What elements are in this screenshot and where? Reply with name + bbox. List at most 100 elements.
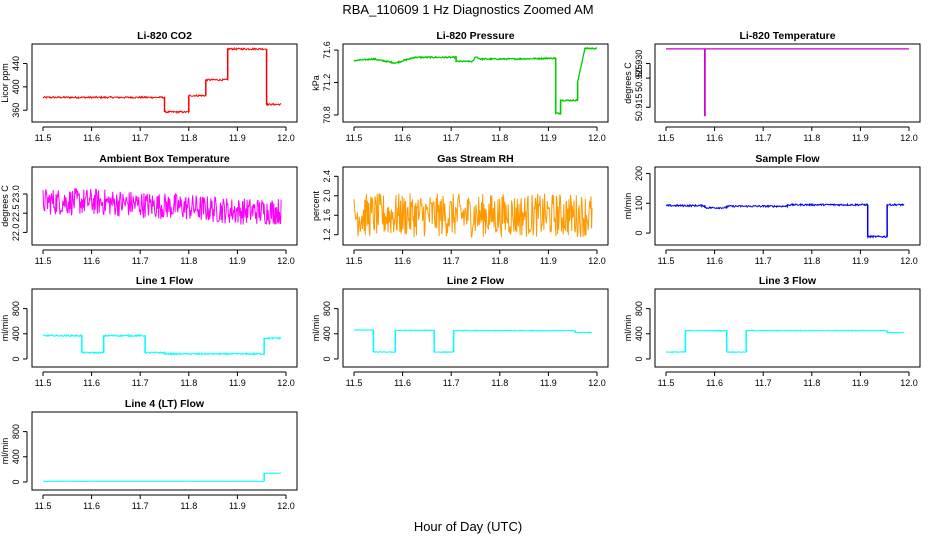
y-axis: 0 100 200 (634, 166, 651, 236)
panel-title: Line 4 (LT) Flow (125, 398, 205, 410)
x-tick-label: 11.5 (35, 256, 52, 266)
y-tick-label: 800 (322, 301, 332, 316)
x-tick-label: 11.5 (658, 378, 675, 388)
y-tick-label: 200 (634, 166, 644, 181)
y-tick-label: 70.8 (322, 106, 332, 124)
y-tick-label: 400 (11, 79, 21, 94)
y-tick-label: 71.6 (322, 41, 332, 59)
panel-frame (31, 288, 298, 368)
x-axis: 11.5 11.6 11.7 11.8 11.9 12.0 (35, 249, 295, 266)
x-tick-label: 11.8 (180, 501, 197, 511)
x-tick-label: 12.0 (900, 378, 918, 388)
panels-container: Li-820 CO2 11.5 11.6 11.7 11.8 11.9 12.0 360 400… (0, 30, 921, 511)
x-tick-label: 11.9 (852, 378, 869, 388)
y-tick-label: 400 (322, 326, 332, 341)
x-tick-label: 11.9 (540, 378, 557, 388)
x-tick-label: 11.7 (132, 133, 149, 143)
x-tick-label: 11.9 (540, 256, 557, 266)
series-line (353, 329, 593, 354)
x-tick-label: 11.7 (132, 378, 149, 388)
series-line (353, 193, 593, 239)
x-tick-label: 12.0 (277, 133, 295, 143)
x-axis: 11.5 11.6 11.7 11.8 11.9 12.0 (346, 371, 606, 388)
x-tick-label: 11.7 (132, 256, 149, 266)
panel-title: Line 2 Flow (447, 275, 505, 287)
y-axis: 1.2 1.6 2.0 2.4 (322, 170, 339, 241)
y-tick-label: 22.5 (11, 204, 21, 222)
series-line (42, 472, 282, 483)
y-tick-label: 22.0 (11, 224, 21, 242)
panel-title: Li-820 CO2 (137, 30, 192, 42)
x-tick-label: 11.9 (852, 256, 869, 266)
y-tick-label: 400 (634, 326, 644, 341)
x-tick-label: 12.0 (277, 378, 295, 388)
y-axis: 360 400 440 (11, 56, 28, 118)
y-tick-label: 440 (11, 56, 21, 71)
y-tick-label: 360 (11, 103, 21, 118)
x-tick-label: 11.6 (83, 256, 100, 266)
x-tick-label: 12.0 (588, 256, 606, 266)
y-axis-label: kPa (311, 75, 321, 91)
figure-title: RBA_110609 1 Hz Diagnostics Zoomed AM (342, 2, 593, 17)
y-axis-label: ml/min (311, 315, 321, 342)
x-tick-label: 11.9 (229, 378, 246, 388)
y-tick-label: 50.925 (634, 64, 644, 92)
panel-3: Li-820 Temperature 11.5 11.6 11.7 11.8 11.9 12… (623, 30, 921, 143)
y-axis: 0 400 800 (322, 301, 339, 361)
x-tick-label: 11.7 (755, 256, 772, 266)
y-axis-label: ml/min (623, 193, 633, 220)
figure-xlabel: Hour of Day (UTC) (414, 519, 522, 534)
y-tick-label: 1.2 (322, 228, 332, 241)
x-tick-label: 11.9 (540, 133, 557, 143)
x-tick-label: 11.7 (443, 133, 460, 143)
y-axis-label: degrees C (623, 62, 633, 104)
y-tick-label: 1.6 (322, 209, 332, 222)
series-line (42, 188, 282, 225)
y-axis-label: ml/min (0, 438, 10, 465)
x-tick-label: 11.8 (491, 256, 508, 266)
x-tick-label: 11.8 (803, 378, 820, 388)
x-tick-label: 11.9 (229, 133, 246, 143)
y-tick-label: 2.4 (322, 170, 332, 183)
panel-frame (342, 166, 609, 246)
x-tick-label: 11.6 (706, 256, 723, 266)
y-axis-label: percent (311, 190, 321, 221)
x-tick-label: 11.5 (35, 378, 52, 388)
y-tick-label: 0 (634, 356, 644, 361)
x-axis: 11.5 11.6 11.7 11.8 11.9 12.0 (35, 371, 295, 388)
y-tick-label: 50.915 (634, 94, 644, 122)
y-axis-label: ml/min (623, 315, 633, 342)
x-tick-label: 11.8 (180, 378, 197, 388)
x-tick-label: 11.9 (229, 501, 246, 511)
panel-title: Line 3 Flow (759, 275, 817, 287)
y-axis-label: ml/min (0, 315, 10, 342)
y-tick-label: 0 (11, 356, 21, 361)
panel-title: Gas Stream RH (437, 153, 513, 165)
x-tick-label: 11.8 (180, 256, 197, 266)
x-tick-label: 11.5 (35, 133, 52, 143)
x-tick-label: 11.6 (394, 133, 411, 143)
x-tick-label: 11.5 (346, 133, 363, 143)
x-tick-label: 11.7 (755, 378, 772, 388)
x-tick-label: 11.7 (132, 501, 149, 511)
y-tick-label: 0 (11, 479, 21, 484)
panel-10: Line 4 (LT) Flow 11.5 11.6 11.7 11.8 11.9 12.0… (0, 398, 298, 511)
x-tick-label: 12.0 (277, 256, 295, 266)
series-line (353, 46, 598, 115)
panel-frame (31, 43, 298, 123)
x-tick-label: 11.6 (83, 133, 100, 143)
x-tick-label: 11.7 (443, 256, 460, 266)
x-tick-label: 11.7 (443, 378, 460, 388)
x-axis: 11.5 11.6 11.7 11.8 11.9 12.0 (658, 249, 918, 266)
panel-5: Gas Stream RH 11.5 11.6 11.7 11.8 11.9 12.0 1.2… (311, 153, 609, 266)
y-tick-label: 400 (11, 326, 21, 341)
y-tick-label: 50.930 (634, 50, 644, 78)
series-line (666, 48, 909, 117)
x-tick-label: 12.0 (588, 133, 606, 143)
x-tick-label: 11.8 (803, 256, 820, 266)
x-tick-label: 11.8 (491, 133, 508, 143)
y-axis: 0 400 800 (11, 301, 28, 361)
x-tick-label: 11.9 (229, 256, 246, 266)
